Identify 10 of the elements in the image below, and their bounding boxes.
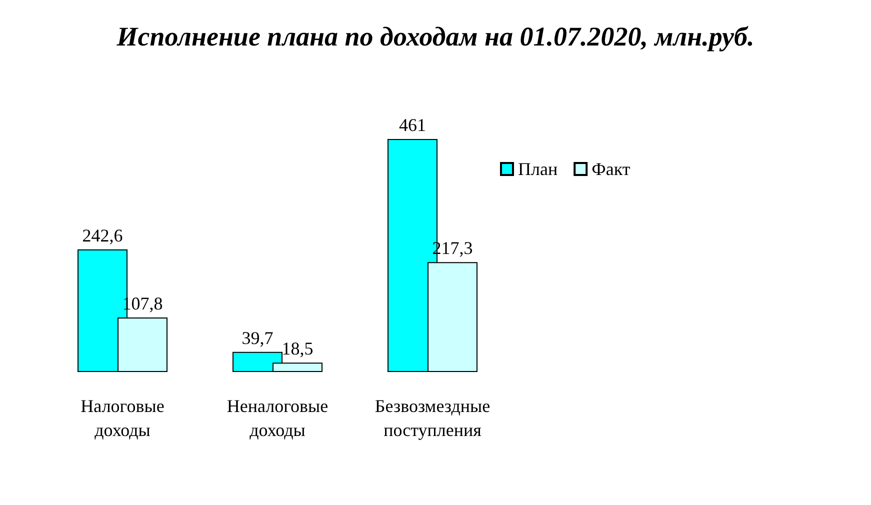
legend-label: План xyxy=(518,159,558,179)
x-tick-label: Безвозмездные поступления xyxy=(374,396,490,440)
data-label: 461 xyxy=(399,115,426,135)
chart-title: Исполнение плана по доходам на 01.07.2020, млн.руб. xyxy=(116,22,754,52)
x-tick-label: Налоговые доходы xyxy=(80,396,164,440)
data-label: 39,7 xyxy=(242,328,274,348)
data-label: 242,6 xyxy=(82,225,123,246)
x-tick-label: Неналоговые доходы xyxy=(226,396,328,440)
legend-label: Факт xyxy=(592,159,630,179)
data-label: 18,5 xyxy=(282,338,314,359)
